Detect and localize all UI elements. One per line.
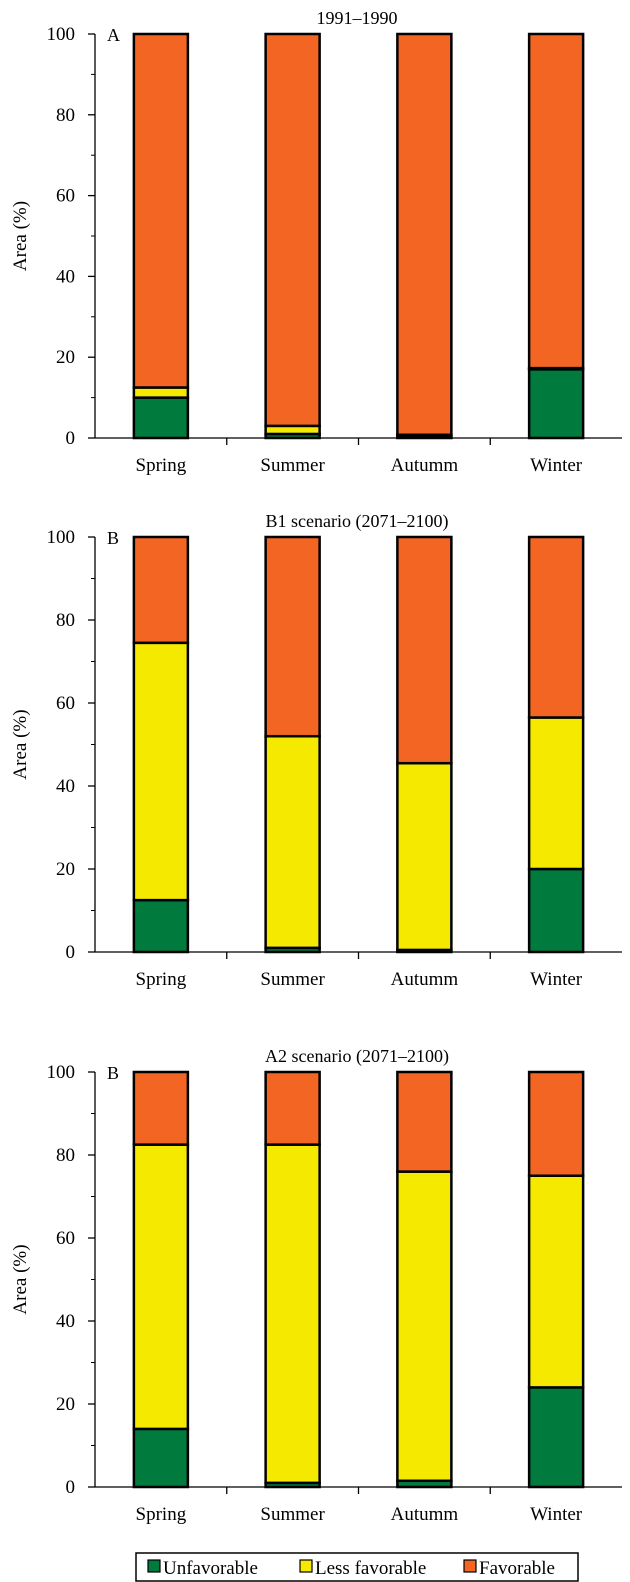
bar-segment-less-favorable-winter bbox=[527, 1174, 585, 1389]
y-tick-label: 20 bbox=[56, 1394, 75, 1415]
bar-segment-favorable-spring bbox=[132, 32, 190, 389]
x-tick-label: Winter bbox=[530, 1504, 583, 1525]
y-tick-label: 20 bbox=[56, 859, 75, 880]
legend-box bbox=[135, 1552, 579, 1582]
x-tick-label: Spring bbox=[136, 455, 187, 476]
bar-segment-unfavorable-winter bbox=[527, 1386, 585, 1489]
y-axis-title: Area (%) bbox=[10, 201, 31, 271]
legend-swatch-less-favorable bbox=[299, 1559, 313, 1573]
x-tick-label: Summer bbox=[260, 969, 325, 990]
x-tick-label: Winter bbox=[530, 455, 583, 476]
panel-letter: A bbox=[107, 25, 120, 45]
bar-segment-less-favorable-summer bbox=[264, 1143, 321, 1485]
bar-segment-unfavorable-winter bbox=[527, 867, 585, 954]
x-tick-label: Summer bbox=[260, 455, 325, 476]
y-tick-label: 0 bbox=[66, 942, 76, 963]
bar-segment-favorable-autumm bbox=[396, 1070, 453, 1173]
legend-swatch-favorable bbox=[463, 1559, 477, 1573]
x-tick-label: Spring bbox=[136, 1504, 187, 1525]
chart-panel-2: Spring Summer Autumm Winter 0 20 40 60 80 100 B1 s… bbox=[10, 511, 622, 990]
bar-segment-unfavorable-winter bbox=[527, 368, 585, 440]
y-tick-label: 40 bbox=[56, 776, 75, 797]
bar-segment-favorable-autumm bbox=[396, 535, 453, 765]
y-tick-label: 100 bbox=[47, 1062, 76, 1083]
y-tick-label: 60 bbox=[56, 693, 75, 714]
bar-segment-favorable-summer bbox=[264, 535, 321, 738]
legend-label-favorable: Favorable bbox=[479, 1558, 555, 1579]
bar-segment-less-favorable-spring bbox=[132, 386, 190, 399]
bar-segment-less-favorable-autumm bbox=[396, 1170, 453, 1483]
chart-panel-1: Spring Summer Autumm Winter 0 20 40 60 80 100 1991… bbox=[10, 8, 622, 476]
bar-segment-favorable-summer bbox=[264, 1070, 321, 1146]
bar-segment-less-favorable-winter bbox=[527, 716, 585, 871]
bar-segment-less-favorable-spring bbox=[132, 1143, 190, 1431]
y-tick-label: 60 bbox=[56, 1228, 75, 1249]
y-tick-label: 80 bbox=[56, 610, 75, 631]
bar-segment-less-favorable-spring bbox=[132, 641, 190, 902]
y-tick-label: 80 bbox=[56, 1145, 75, 1166]
chart-panel-3: Spring Summer Autumm Winter 0 20 40 60 80 100 A2 s… bbox=[10, 1046, 622, 1525]
y-tick-label: 0 bbox=[66, 1477, 76, 1498]
y-axis-title: Area (%) bbox=[10, 709, 31, 779]
x-tick-label: Autumm bbox=[391, 455, 459, 476]
panel-title: A2 scenario (2071–2100) bbox=[265, 1046, 449, 1067]
legend-swatch-unfavorable bbox=[147, 1559, 161, 1573]
y-tick-label: 100 bbox=[47, 527, 76, 548]
y-axis-title: Area (%) bbox=[10, 1244, 31, 1314]
y-tick-label: 40 bbox=[56, 266, 75, 287]
y-tick-label: 100 bbox=[47, 24, 76, 45]
bar-segment-unfavorable-spring bbox=[132, 898, 190, 954]
panel-title: 1991–1990 bbox=[317, 8, 398, 28]
panel-letter: B bbox=[107, 1063, 119, 1083]
bar-segment-favorable-summer bbox=[264, 32, 321, 428]
legend: Unfavorable Less favorable Favorable bbox=[135, 1552, 579, 1582]
bar-segment-favorable-winter bbox=[527, 1070, 585, 1177]
bar-segment-favorable-spring bbox=[132, 535, 190, 645]
legend-label-less-favorable: Less favorable bbox=[315, 1558, 426, 1579]
y-tick-label: 0 bbox=[66, 428, 76, 449]
y-tick-label: 40 bbox=[56, 1311, 75, 1332]
y-tick-label: 80 bbox=[56, 105, 75, 126]
x-tick-label: Spring bbox=[136, 969, 187, 990]
bar-segment-favorable-spring bbox=[132, 1070, 190, 1146]
x-tick-label: Summer bbox=[260, 1504, 325, 1525]
x-tick-label: Winter bbox=[530, 969, 583, 990]
bar-segment-unfavorable-spring bbox=[132, 1427, 190, 1489]
bar-segment-favorable-autumm bbox=[396, 32, 453, 437]
legend-label-unfavorable: Unfavorable bbox=[163, 1558, 258, 1579]
x-tick-label: Autumm bbox=[391, 1504, 459, 1525]
y-tick-label: 20 bbox=[56, 347, 75, 368]
bar-segment-less-favorable-autumm bbox=[396, 761, 453, 952]
bar-segment-favorable-winter bbox=[527, 32, 585, 370]
x-tick-label: Autumm bbox=[391, 969, 459, 990]
panel-title: B1 scenario (2071–2100) bbox=[266, 511, 449, 532]
bar-segment-favorable-winter bbox=[527, 535, 585, 719]
bar-segment-unfavorable-spring bbox=[132, 396, 190, 440]
panel-letter: B bbox=[107, 528, 119, 548]
y-tick-label: 60 bbox=[56, 186, 75, 207]
bar-segment-less-favorable-summer bbox=[264, 734, 321, 950]
chart-panels: Spring Summer Autumm Winter 0 20 40 60 80 100 1991… bbox=[10, 8, 622, 1525]
